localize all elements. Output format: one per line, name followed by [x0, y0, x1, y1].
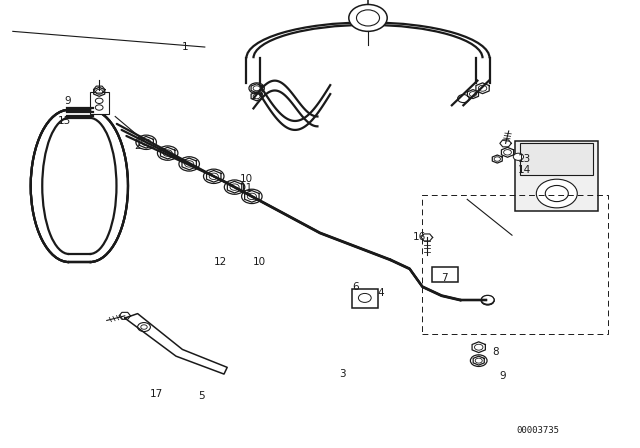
Circle shape [458, 95, 469, 103]
Bar [352, 289, 378, 308]
Circle shape [247, 193, 257, 200]
Circle shape [481, 296, 494, 305]
Text: 00003735: 00003735 [516, 426, 559, 435]
Circle shape [241, 189, 262, 203]
Circle shape [95, 105, 103, 110]
Circle shape [504, 150, 511, 155]
Bar [515, 141, 598, 211]
Text: 1: 1 [182, 42, 189, 52]
Circle shape [163, 150, 172, 156]
Circle shape [209, 173, 218, 180]
Text: 6: 6 [352, 282, 358, 292]
Bar [520, 143, 593, 175]
Bar [90, 92, 109, 114]
Circle shape [536, 179, 577, 208]
Circle shape [204, 169, 224, 184]
Text: 3: 3 [339, 369, 346, 379]
Text: 9: 9 [499, 371, 506, 381]
Text: 12: 12 [214, 257, 227, 267]
Text: 8: 8 [493, 347, 499, 357]
Text: 9: 9 [64, 96, 70, 106]
Circle shape [253, 86, 260, 91]
Text: 11: 11 [240, 183, 253, 193]
Circle shape [478, 85, 487, 91]
Circle shape [358, 293, 371, 302]
Text: 14: 14 [518, 165, 531, 175]
Circle shape [96, 89, 102, 94]
Circle shape [469, 92, 476, 97]
Text: 13: 13 [518, 154, 531, 164]
Text: 10: 10 [253, 257, 266, 267]
Text: 5: 5 [198, 392, 205, 401]
Circle shape [481, 296, 494, 305]
Text: 15: 15 [58, 116, 70, 126]
Circle shape [474, 344, 483, 350]
Text: 4: 4 [378, 289, 384, 298]
Circle shape [476, 358, 483, 363]
Text: 17: 17 [150, 389, 163, 399]
Circle shape [513, 153, 524, 160]
Circle shape [349, 4, 387, 31]
Circle shape [95, 98, 103, 103]
Circle shape [470, 355, 487, 366]
Circle shape [481, 295, 494, 304]
Circle shape [184, 161, 194, 167]
Circle shape [136, 135, 156, 150]
Circle shape [494, 157, 500, 161]
Text: 7: 7 [442, 273, 448, 283]
Circle shape [138, 323, 150, 332]
Circle shape [249, 83, 264, 94]
Text: 2: 2 [134, 141, 141, 151]
Circle shape [141, 139, 151, 146]
Bar [432, 267, 458, 282]
Circle shape [253, 94, 260, 99]
Text: 10: 10 [240, 174, 253, 184]
Text: 16: 16 [413, 233, 426, 242]
Circle shape [224, 180, 244, 194]
Circle shape [230, 184, 239, 190]
Circle shape [157, 146, 178, 160]
Circle shape [179, 157, 200, 171]
